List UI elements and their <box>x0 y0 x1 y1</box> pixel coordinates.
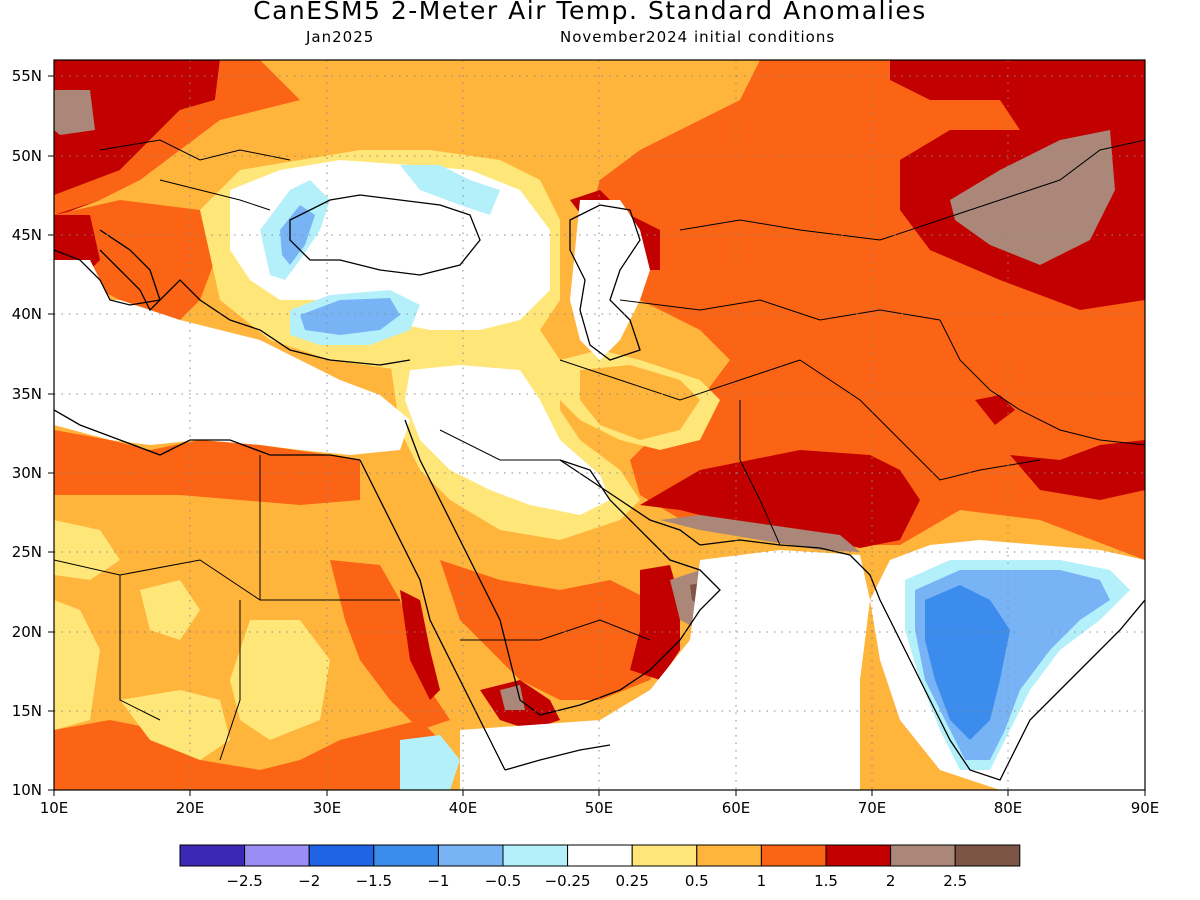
anomaly-field <box>54 60 1145 790</box>
lat-label-20n: 20N <box>12 623 42 641</box>
coastlines <box>54 194 1145 781</box>
colorbar <box>179 844 1021 867</box>
lon-label-20e: 20E <box>176 799 205 817</box>
field-balkan-strong <box>54 200 215 320</box>
field-yemen-extreme <box>500 685 525 710</box>
lat-label-15n: 15N <box>12 702 42 720</box>
colorbar-swatch-3 <box>373 844 439 867</box>
colorbar-label-10: 2 <box>886 872 896 890</box>
field-africa-south-weak <box>120 690 230 760</box>
field-india-cold-strong <box>925 585 1010 740</box>
field-arabia-neutral <box>405 365 610 515</box>
colorbar-swatch-5 <box>502 844 569 867</box>
lon-label-60e: 60E <box>722 799 751 817</box>
lon-label-70e: 70E <box>858 799 887 817</box>
field-nile-strong <box>330 560 450 730</box>
lat-label-10n: 10N <box>12 781 42 799</box>
field-caucasus-cold-weak <box>400 165 500 215</box>
colorbar-label-11: 2.5 <box>943 872 967 890</box>
lat-label-35n: 35N <box>12 385 42 403</box>
colorbar-label-8: 1 <box>757 872 767 890</box>
field-mediterranean-neutral <box>54 300 410 455</box>
field-mediterranean-top-neutral <box>54 260 110 300</box>
colorbar-label-0: −2.5 <box>226 872 262 890</box>
field-north-africa-strong <box>54 430 360 505</box>
field-europe-very-strong <box>54 60 220 215</box>
colorbar-swatch-12 <box>954 844 1021 867</box>
country-borders <box>54 139 1145 761</box>
field-arabian-sea-neutral <box>600 550 870 790</box>
grid-lines <box>54 60 1145 790</box>
lon-label-10e: 10E <box>40 799 69 817</box>
lon-label-30e: 30E <box>313 799 342 817</box>
field-arabia-very-strong <box>630 565 680 680</box>
lon-label-40e: 40E <box>449 799 478 817</box>
lon-label-80e: 80E <box>994 799 1023 817</box>
lat-label-50n: 50N <box>12 147 42 165</box>
field-chad-weak <box>54 600 100 730</box>
field-pakistan-extreme <box>660 515 860 552</box>
initial-conditions: November2024 initial conditions <box>560 28 836 46</box>
colorbar-label-5: −0.25 <box>545 872 591 890</box>
field-balkans-cold <box>280 205 315 265</box>
field-red-sea-very-strong <box>400 590 440 700</box>
field-europe-extreme <box>54 90 95 135</box>
valid-month: Jan2025 <box>306 28 375 46</box>
lon-label-90e: 90E <box>1131 799 1160 817</box>
colorbar-swatch-8 <box>696 844 762 867</box>
colorbar-swatch-0 <box>179 844 246 867</box>
colorbar-label-2: −1.5 <box>356 872 392 890</box>
colorbar-label-9: 1.5 <box>814 872 838 890</box>
field-himalaya-very-strong <box>975 395 1015 425</box>
colorbar-swatch-1 <box>244 844 310 867</box>
field-libya-weak <box>54 520 120 580</box>
colorbar-label-4: −0.5 <box>485 872 521 890</box>
colorbar-label-1: −2 <box>298 872 320 890</box>
lat-label-45n: 45N <box>12 226 42 244</box>
colorbar-swatch-4 <box>437 844 504 867</box>
lon-label-50e: 50E <box>585 799 614 817</box>
field-arabia-strong <box>440 560 670 700</box>
field-tibet-very-strong <box>1010 440 1145 500</box>
colorbar-swatch-6 <box>567 844 633 867</box>
colorbar-swatch-10 <box>825 844 892 867</box>
field-sahel-weak <box>140 580 200 640</box>
field-europe-strong <box>54 60 300 215</box>
longitude-labels: 10E 20E 30E 40E 50E 60E 70E 80E 90E <box>40 799 1160 817</box>
colorbar-swatch-2 <box>308 844 375 867</box>
colorbar-swatch-11 <box>890 844 956 867</box>
field-east-africa-cold-weak <box>400 735 460 790</box>
field-iran-moderate <box>580 365 700 440</box>
colorbar-label-6: 0.25 <box>615 872 648 890</box>
axis-ticks <box>48 75 1146 796</box>
field-turkey-cold <box>300 298 400 335</box>
colorbar-label-3: −1 <box>427 872 449 890</box>
colorbar-label-7: 0.5 <box>685 872 709 890</box>
lat-label-30n: 30N <box>12 464 42 482</box>
field-mongolia-extreme <box>950 130 1115 265</box>
lat-label-40n: 40N <box>12 305 42 323</box>
field-gulf-of-aden-neutral <box>460 720 600 790</box>
latitude-labels: 55N 50N 45N 40N 35N 30N 25N 20N 15N 10N <box>12 67 42 799</box>
map-title: CanESM5 2-Meter Air Temp. Standard Anoma… <box>253 0 927 25</box>
lat-label-55n: 55N <box>12 67 42 85</box>
colorbar-swatch-9 <box>760 844 827 867</box>
field-pakistan-very-strong <box>640 450 920 548</box>
colorbar-labels: −2.5 −2 −1.5 −1 −0.5 −0.25 0.25 0.5 1 1.5 2 2.5 <box>226 872 967 890</box>
field-sudan-weak <box>230 620 330 740</box>
colorbar-swatch-7 <box>631 844 698 867</box>
lat-label-25n: 25N <box>12 543 42 561</box>
